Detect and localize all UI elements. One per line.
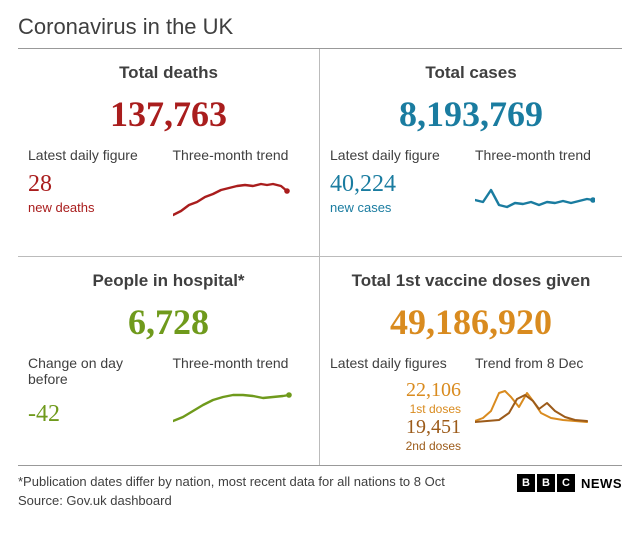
footer: *Publication dates differ by nation, mos… (18, 465, 622, 508)
panel-vaccines-title: Total 1st vaccine doses given (330, 271, 612, 291)
panel-cases-title: Total cases (330, 63, 612, 83)
vaccines-trend-label: Trend from 8 Dec (475, 355, 612, 371)
deaths-daily-caption: new deaths (28, 200, 165, 215)
vaccines-total: 49,186,920 (330, 301, 612, 343)
panel-hospital: People in hospital* 6,728 Change on day … (18, 257, 320, 465)
hospital-trend-label: Three-month trend (173, 355, 310, 371)
dose2-value: 19,451 (406, 416, 461, 439)
stats-grid: Total deaths 137,763 Latest daily figure… (18, 49, 622, 465)
bbc-box-2: B (537, 474, 555, 492)
deaths-daily-label: Latest daily figure (28, 147, 165, 163)
vaccines-trend-chart (475, 383, 595, 438)
page-title: Coronavirus in the UK (18, 14, 622, 49)
panel-cases: Total cases 8,193,769 Latest daily figur… (320, 49, 622, 257)
panel-deaths-title: Total deaths (28, 63, 309, 83)
panel-hospital-title: People in hospital* (28, 271, 309, 291)
bbc-box-3: C (557, 474, 575, 492)
panel-vaccines: Total 1st vaccine doses given 49,186,920… (320, 257, 622, 465)
deaths-daily-value: 28 (28, 171, 165, 198)
deaths-trend-label: Three-month trend (173, 147, 310, 163)
hospital-total: 6,728 (28, 301, 309, 343)
dose2-label: 2nd doses (406, 439, 461, 453)
cases-trend-chart (475, 175, 595, 220)
hospital-change-label: Change on day before (28, 355, 165, 387)
cases-daily-label: Latest daily figure (330, 147, 467, 163)
bbc-logo: B B C NEWS (517, 474, 622, 492)
cases-total: 8,193,769 (330, 93, 612, 135)
cases-daily-caption: new cases (330, 200, 467, 215)
vaccines-daily-label: Latest daily figures (330, 355, 467, 371)
bbc-box-1: B (517, 474, 535, 492)
panel-deaths: Total deaths 137,763 Latest daily figure… (18, 49, 320, 257)
dose1-value: 22,106 (406, 379, 461, 402)
footer-source: Source: Gov.uk dashboard (18, 493, 622, 508)
hospital-trend-chart (173, 383, 293, 428)
deaths-total: 137,763 (28, 93, 309, 135)
deaths-trend-chart (173, 175, 293, 220)
cases-daily-value: 40,224 (330, 171, 467, 198)
hospital-change-value: -42 (28, 401, 165, 428)
bbc-news-text: NEWS (581, 476, 622, 491)
cases-trend-label: Three-month trend (475, 147, 612, 163)
dose1-label: 1st doses (410, 402, 461, 416)
